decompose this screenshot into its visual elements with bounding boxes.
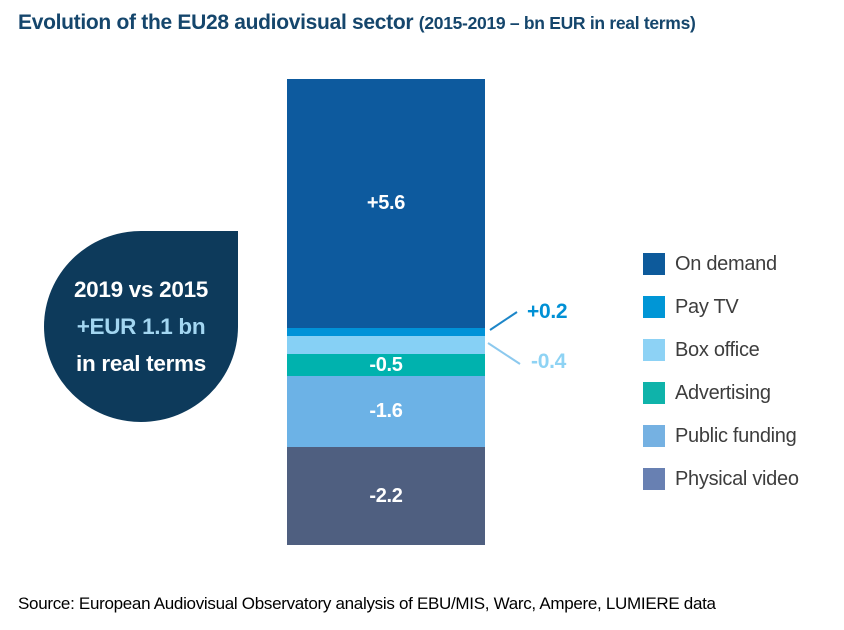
bar-segment-box-office bbox=[287, 336, 485, 355]
page-title-subtitle: (2015-2019 – bn EUR in real terms) bbox=[418, 13, 696, 33]
legend-label: Advertising bbox=[675, 381, 771, 404]
legend: On demand Pay TV Box office Advertising Publ… bbox=[643, 253, 799, 511]
legend-swatch bbox=[643, 425, 665, 447]
legend-item-pay-tv: Pay TV bbox=[643, 296, 799, 318]
legend-swatch bbox=[643, 382, 665, 404]
page-title: Evolution of the EU28 audiovisual sector… bbox=[18, 10, 696, 36]
stacked-bar: +5.6 -0.5 -1.6 -2.2 bbox=[287, 79, 485, 545]
badge-line-years: 2019 vs 2015 bbox=[73, 277, 209, 302]
legend-item-physical-video: Physical video bbox=[643, 468, 799, 490]
annotation-box-office-value: -0.4 bbox=[531, 350, 566, 373]
summary-badge: 2019 vs 2015 +EUR 1.1 bn in real terms bbox=[44, 231, 238, 422]
bar-segment-label: -2.2 bbox=[369, 484, 403, 507]
legend-item-on-demand: On demand bbox=[643, 253, 799, 275]
legend-swatch bbox=[643, 339, 665, 361]
badge-line-terms: in real terms bbox=[76, 351, 206, 376]
source-note: Source: European Audiovisual Observatory… bbox=[18, 594, 716, 613]
page-title-main: Evolution of the EU28 audiovisual sector bbox=[18, 11, 414, 34]
leader-line-pay-tv bbox=[489, 311, 518, 331]
legend-swatch bbox=[643, 253, 665, 275]
leader-lines bbox=[487, 311, 521, 365]
legend-label: Pay TV bbox=[675, 295, 739, 318]
legend-label: On demand bbox=[675, 252, 777, 275]
legend-label: Physical video bbox=[675, 467, 799, 490]
bar-segment-physical-video: -2.2 bbox=[287, 447, 485, 545]
annotation-pay-tv-value: +0.2 bbox=[527, 300, 568, 323]
bar-segment-label: +5.6 bbox=[366, 191, 406, 214]
bar-segment-pay-tv bbox=[287, 327, 485, 337]
legend-label: Public funding bbox=[675, 424, 797, 447]
legend-item-advertising: Advertising bbox=[643, 382, 799, 404]
bar-segment-label: -1.6 bbox=[369, 400, 403, 423]
bar-segment-on-demand: +5.6 bbox=[287, 79, 485, 328]
legend-swatch bbox=[643, 296, 665, 318]
badge-line-amount: +EUR 1.1 bn bbox=[76, 314, 206, 339]
leader-line-box-office bbox=[487, 342, 521, 365]
legend-swatch bbox=[643, 468, 665, 490]
bar-segment-public-funding: -1.6 bbox=[287, 376, 485, 448]
bar-segment-advertising: -0.5 bbox=[287, 353, 485, 377]
legend-label: Box office bbox=[675, 338, 760, 361]
legend-item-public-funding: Public funding bbox=[643, 425, 799, 447]
legend-item-box-office: Box office bbox=[643, 339, 799, 361]
bar-segment-label: -0.5 bbox=[369, 353, 403, 376]
